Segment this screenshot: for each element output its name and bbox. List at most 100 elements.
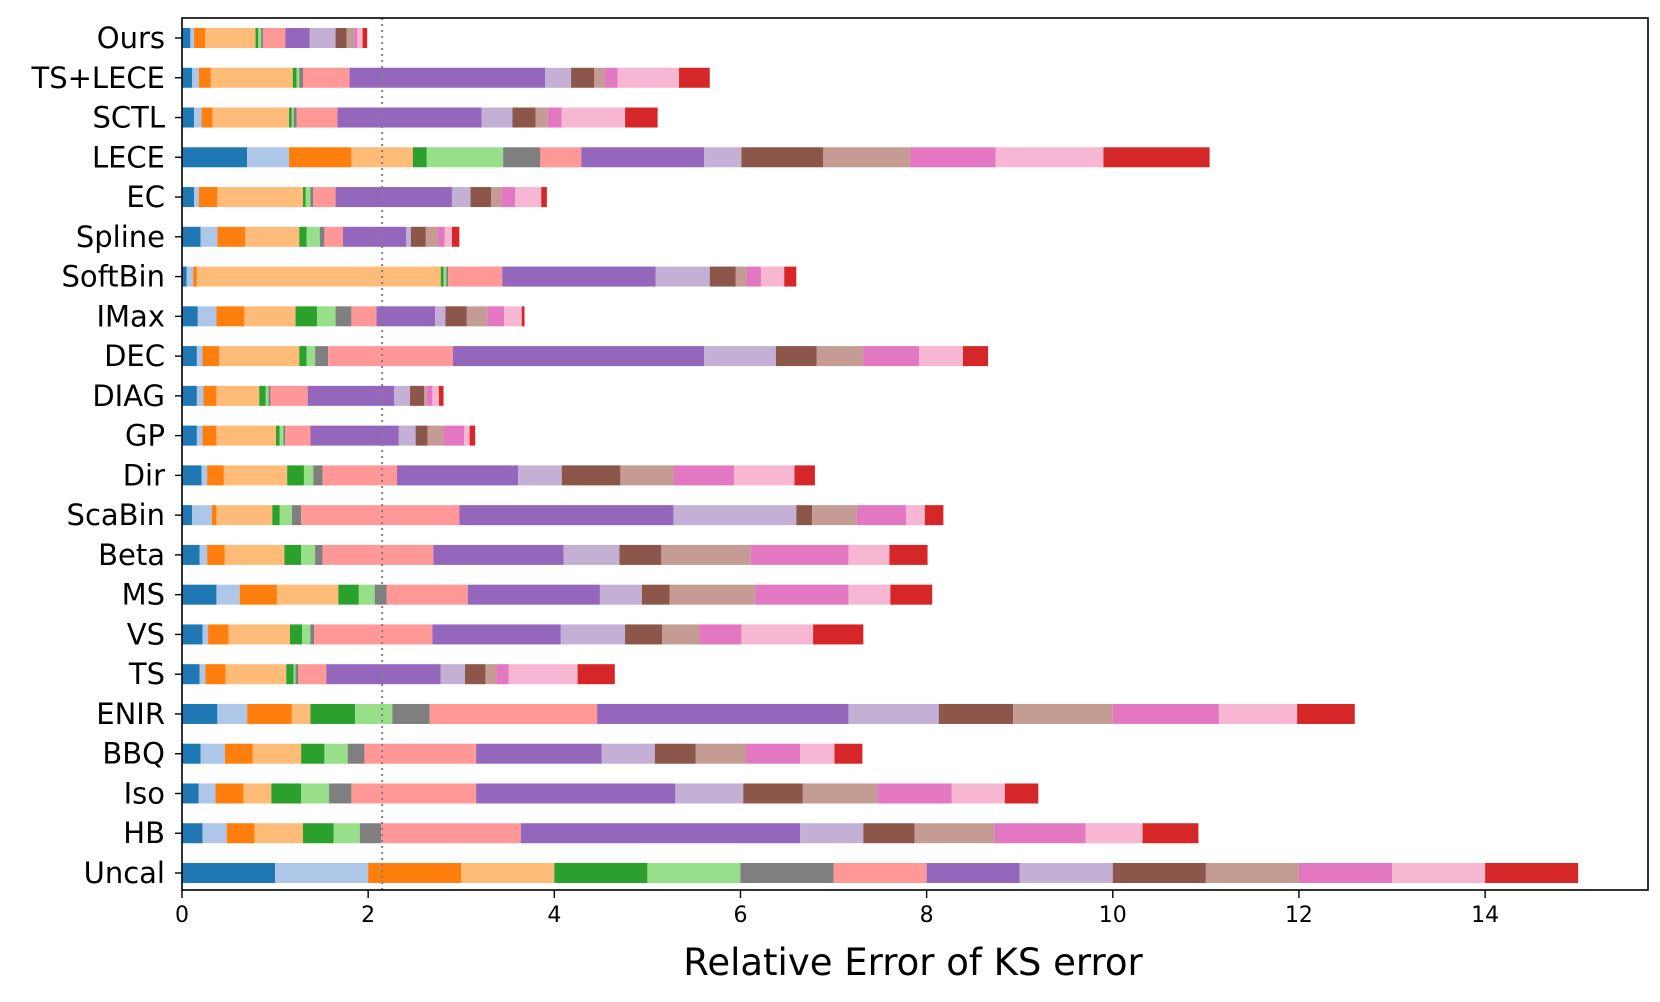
bar-segment xyxy=(541,187,547,208)
bar-segment xyxy=(356,28,363,48)
bar-segment xyxy=(452,346,705,367)
bar-segment xyxy=(446,266,449,287)
bar-segment xyxy=(291,107,294,128)
bar-segment xyxy=(182,226,201,247)
bar-segment xyxy=(813,624,864,645)
bar-segment xyxy=(394,385,411,406)
bar-segment xyxy=(470,187,492,208)
bar-segment xyxy=(295,664,299,685)
bar-segment xyxy=(563,544,620,565)
bar-segment xyxy=(226,823,255,844)
bar-segment xyxy=(919,346,963,367)
bar-segment xyxy=(197,306,217,327)
bar-segment xyxy=(335,187,452,208)
bar-segment xyxy=(1297,703,1355,724)
bar-segment xyxy=(1142,823,1199,844)
bar-segment xyxy=(951,783,1005,804)
bar-segment xyxy=(279,505,292,526)
bar-segment xyxy=(284,544,302,565)
bar-segment xyxy=(750,544,849,565)
y-axis: Uncal HB Iso BBQ ENIR TS VS MS Beta ScaBin Dir GP DI… xyxy=(31,21,182,890)
bar-segment xyxy=(315,544,323,565)
bar-segment xyxy=(547,107,562,128)
y-tick-label: VS xyxy=(127,617,165,651)
bar-segment xyxy=(265,385,269,406)
bar-segment xyxy=(326,664,441,685)
bar-segment xyxy=(182,385,197,406)
bar-segment xyxy=(437,226,445,247)
bar-segment xyxy=(355,703,393,724)
bar-segment xyxy=(289,107,292,128)
y-tick-label: MS xyxy=(122,578,165,612)
bar-segment xyxy=(205,664,226,685)
bar-segment xyxy=(834,743,863,764)
bar-segment xyxy=(303,823,334,844)
bar-segment xyxy=(491,187,502,208)
bar-segment xyxy=(358,584,375,605)
bar-segment xyxy=(906,505,925,526)
bar-segment xyxy=(1019,863,1113,883)
bar-segment xyxy=(245,226,300,247)
bar-segment xyxy=(310,624,315,645)
x-tick-label: 12 xyxy=(1285,903,1313,928)
y-tick-label: IMax xyxy=(96,299,165,333)
bar-segment xyxy=(515,187,542,208)
bar-segment xyxy=(182,28,191,48)
bar-segment xyxy=(258,28,262,48)
y-tick-label: Uncal xyxy=(84,856,165,890)
bar-segment xyxy=(207,465,224,486)
bar-segment xyxy=(271,783,302,804)
bar-segment xyxy=(293,664,296,685)
bar-segment xyxy=(299,226,307,247)
bar-segment xyxy=(182,187,195,208)
bar-segment xyxy=(200,226,218,247)
bar-segment xyxy=(848,703,939,724)
bar-segment xyxy=(520,823,801,844)
bar-segment xyxy=(182,67,193,88)
bar-segment xyxy=(182,743,201,764)
bar-segment xyxy=(709,266,736,287)
bar-segment xyxy=(554,863,648,883)
plot-frame xyxy=(181,17,1649,891)
bar-segment xyxy=(202,624,209,645)
x-tick-label: 8 xyxy=(920,903,934,928)
bar-segment xyxy=(196,266,441,287)
y-tick-label: ENIR xyxy=(96,697,165,731)
x-tick-label: 2 xyxy=(361,903,375,928)
bar-segment xyxy=(289,147,352,168)
bar-segment xyxy=(299,346,307,367)
bar-segment xyxy=(262,28,286,48)
bar-segment xyxy=(349,67,546,88)
bar-segment xyxy=(194,107,202,128)
bar-segment xyxy=(359,823,382,844)
bar-segment xyxy=(654,743,696,764)
y-tick-label: Dir xyxy=(123,458,165,492)
bar-segment xyxy=(784,266,797,287)
bar-segment xyxy=(924,505,944,526)
bar-segment xyxy=(1085,823,1143,844)
bar-segment xyxy=(521,306,525,327)
bar-segment xyxy=(581,147,705,168)
bar-segment xyxy=(333,823,360,844)
bar-segment xyxy=(287,465,304,486)
bar-segment xyxy=(406,226,411,247)
bar-segment xyxy=(182,584,217,605)
y-tick-label: ScaBin xyxy=(67,498,165,532)
bar-segment xyxy=(322,544,434,565)
bar-segment xyxy=(194,187,199,208)
bar-segment xyxy=(182,266,187,287)
bar-segment xyxy=(295,306,317,327)
bar-segment xyxy=(466,306,488,327)
bar-segment xyxy=(338,584,359,605)
bar-segment xyxy=(303,465,314,486)
bar-segment xyxy=(313,187,336,208)
bar-segment xyxy=(337,107,482,128)
bar-segment xyxy=(1298,863,1393,883)
bar-segment xyxy=(704,346,776,367)
bars-layer xyxy=(182,28,1579,883)
bar-segment xyxy=(279,425,284,446)
bar-segment xyxy=(669,584,756,605)
bar-segment xyxy=(192,505,212,526)
bar-segment xyxy=(210,67,293,88)
bar-segment xyxy=(962,346,989,367)
